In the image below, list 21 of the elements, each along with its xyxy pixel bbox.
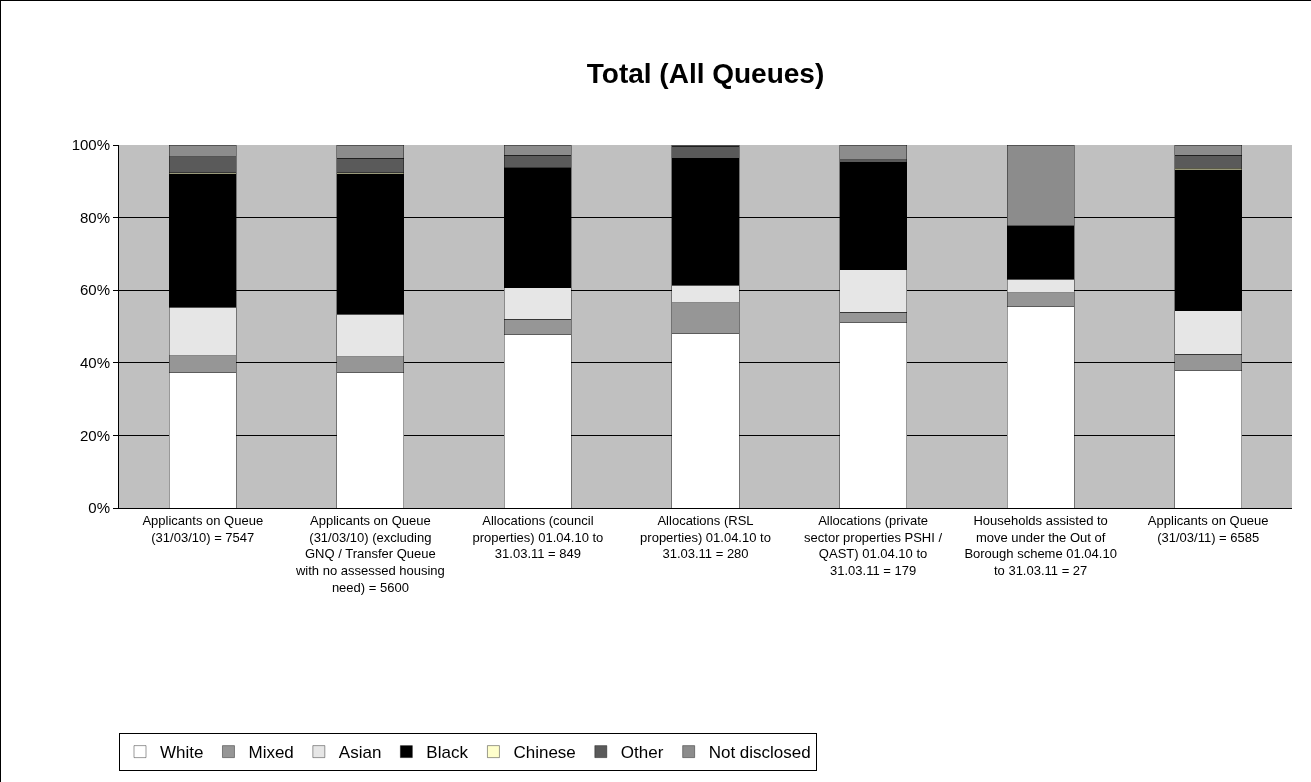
legend-label: Black [426, 743, 469, 763]
y-tick-label: 60% [79, 281, 110, 299]
y-tick-label: 0% [88, 499, 110, 517]
x-tick-label: Allocations (council properties) 01.04.10 to 31.03.11 = 849 [472, 512, 604, 562]
legend-label: White [160, 743, 204, 763]
legend-label: Mixed [248, 743, 294, 763]
legend-label: Other [620, 743, 664, 763]
y-tick-label: 80% [79, 208, 110, 226]
x-tick-label: Households assisted to move under the Out of Borough scheme 01.04.10 to 31.03.11 = 27 [964, 512, 1117, 579]
chart-title: Total (All Queues) [586, 58, 825, 90]
legend-label: Not disclosed [708, 743, 811, 763]
x-tick-label: Applicants on Queue (31/03/10) = 7547 [142, 512, 264, 545]
y-tick-label: 100% [71, 136, 110, 154]
x-tick-label: Allocations (private sector properties PSHI / QAST) 01.04.10 to 31.03.11 = 179 [804, 512, 943, 579]
legend-label: Asian [338, 743, 382, 763]
x-tick-label: Applicants on Queue (31/03/11) = 6585 [1147, 512, 1269, 545]
x-tick-label: Allocations (RSL properties) 01.04.10 to 31.03.11 = 280 [640, 512, 771, 562]
x-tick-label: Applicants on Queue (31/03/10) (excluding GNQ / Transfer Queue with no assessed housing need) = 5600 [294, 512, 445, 596]
legend-label: Chinese [513, 743, 576, 763]
y-tick-label: 40% [79, 354, 110, 372]
y-tick-label: 20% [79, 426, 110, 444]
